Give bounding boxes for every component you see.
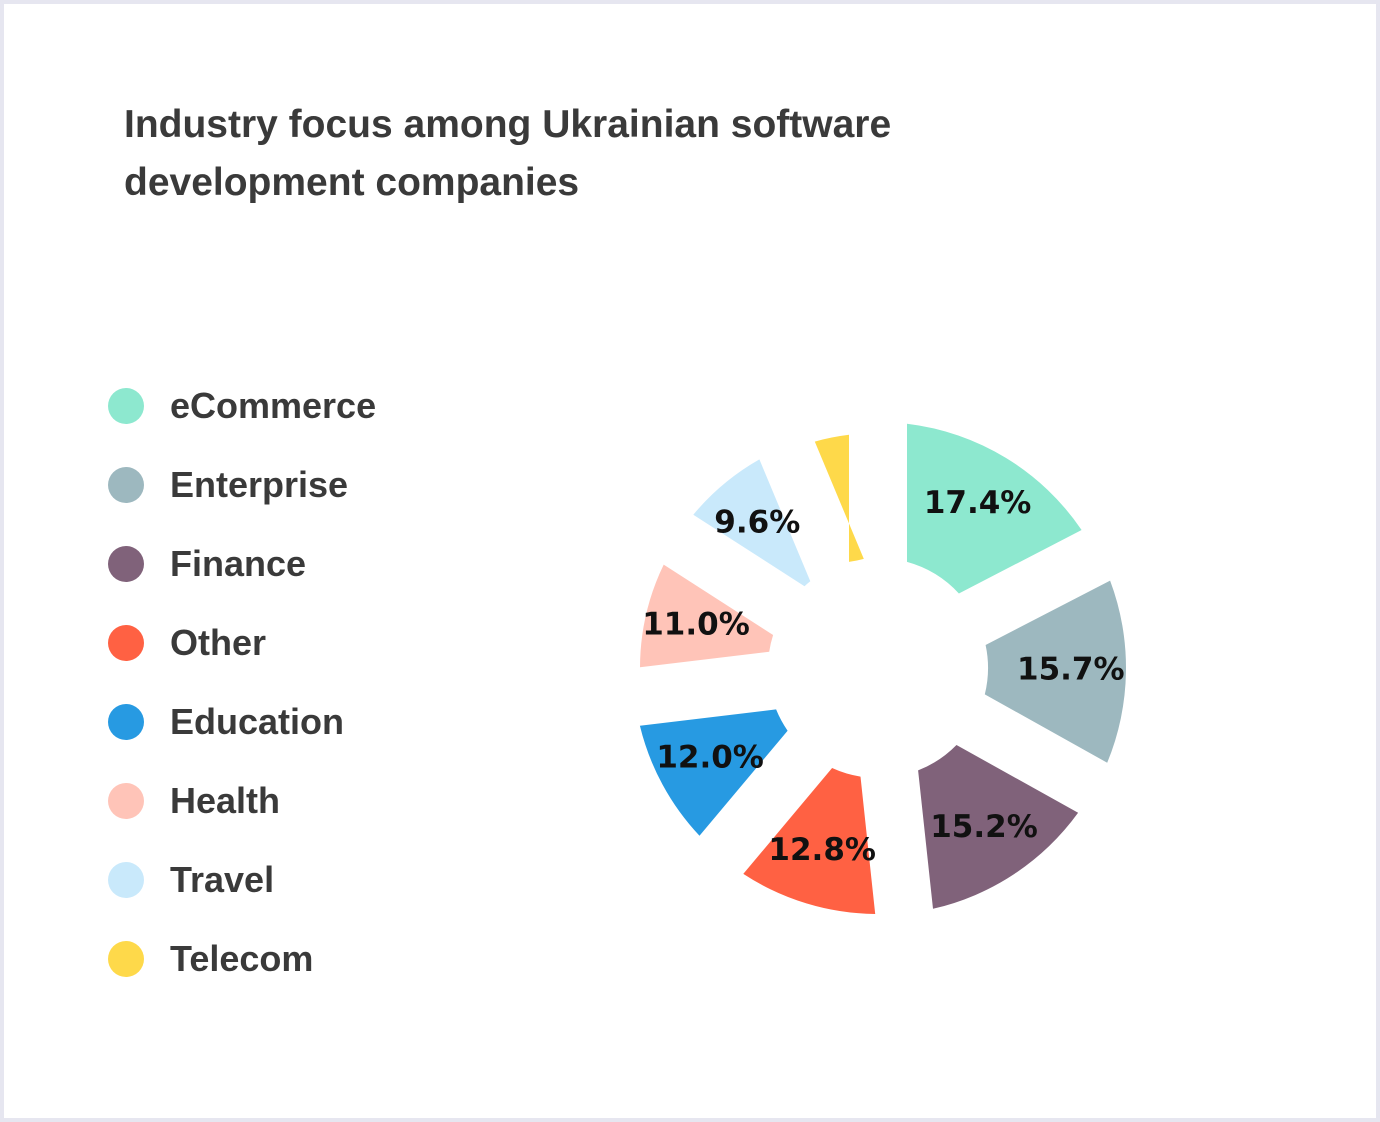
legend-item-finance: Finance <box>108 524 376 603</box>
slice-label-finance: 15.2% <box>930 809 1038 845</box>
slice-education <box>639 709 788 836</box>
legend-dot <box>108 624 144 661</box>
slice-enterprise <box>984 580 1127 763</box>
legend: eCommerce Enterprise Finance Other Educa… <box>108 366 376 998</box>
legend-dot <box>108 782 144 819</box>
legend-item-telecom: Telecom <box>108 919 376 998</box>
legend-label: Travel <box>170 858 275 900</box>
legend-label: Health <box>170 779 281 821</box>
legend-label: Other <box>170 621 267 663</box>
slice-health <box>640 564 774 668</box>
slice-finance <box>918 745 1079 909</box>
legend-item-other: Other <box>108 603 376 682</box>
slice-label-other: 12.8% <box>768 832 876 868</box>
legend-label: Enterprise <box>170 463 349 505</box>
slice-ecommerce <box>907 423 1082 594</box>
legend-dot <box>108 387 144 424</box>
chart-card <box>4 4 1376 1118</box>
legend-dot <box>108 703 144 740</box>
legend-label: Education <box>170 700 345 742</box>
legend-dot <box>108 545 144 582</box>
legend-label: Telecom <box>170 937 314 979</box>
legend-item-travel: Travel <box>108 840 376 919</box>
legend-item-health: Health <box>108 761 376 840</box>
legend-label: eCommerce <box>170 384 377 426</box>
legend-item-ecommerce: eCommerce <box>108 366 376 445</box>
legend-dot <box>108 940 144 977</box>
legend-dot <box>108 861 144 898</box>
legend-item-enterprise: Enterprise <box>108 445 376 524</box>
slice-label-ecommerce: 17.4% <box>924 485 1032 521</box>
slice-label-travel: 9.6% <box>714 504 800 540</box>
legend-dot <box>108 466 144 503</box>
slice-travel <box>693 459 811 587</box>
slice-label-education: 12.0% <box>656 740 764 776</box>
legend-item-education: Education <box>108 682 376 761</box>
slice-other <box>743 768 876 914</box>
slice-label-health: 11.0% <box>642 607 750 643</box>
slice-label-enterprise: 15.7% <box>1017 652 1125 688</box>
chart-title: Industry focus among Ukrainian software … <box>124 103 892 204</box>
legend-label: Finance <box>170 542 307 584</box>
slice-telecom <box>814 434 864 562</box>
